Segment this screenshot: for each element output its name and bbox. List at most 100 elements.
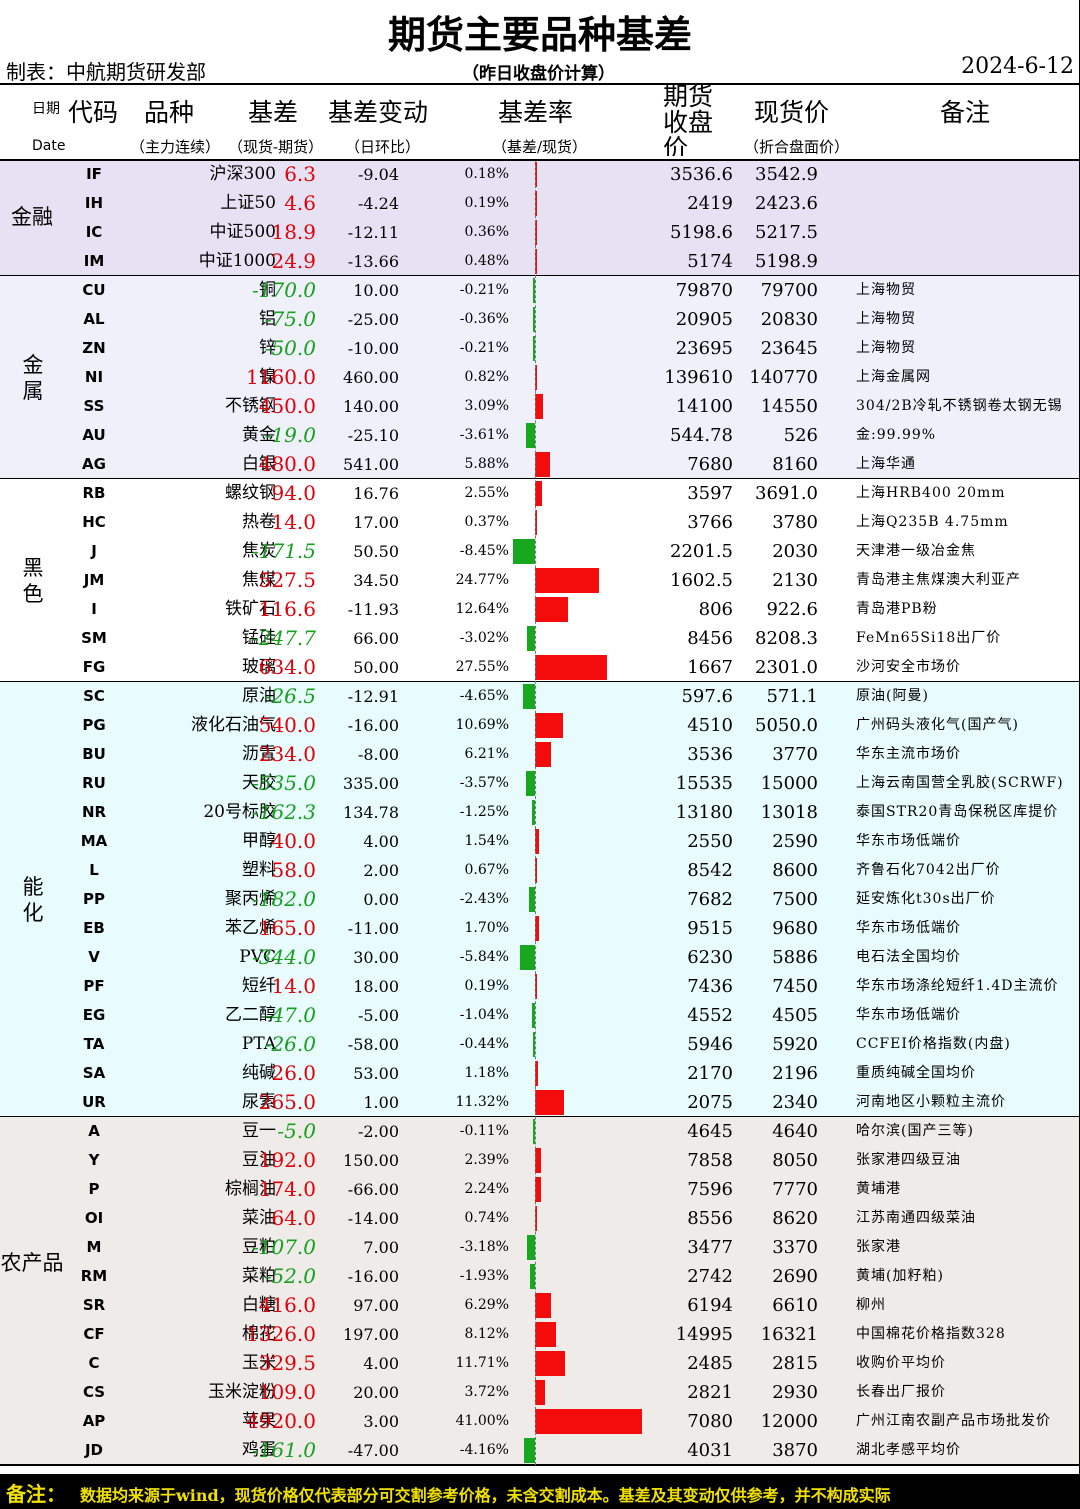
table-row: SS 不锈钢 450.0 140.00 3.09% 14100 14550 304/2B冷轧不… [64, 392, 1080, 421]
cell-futures: 3477 [687, 1237, 733, 1258]
cell-note: 青岛港PB粉 [856, 601, 938, 617]
cell-code: PG [82, 716, 106, 734]
table-row: AP 苹果 4920.0 3.00 41.00% 7080 12000 广州江南农副产品市场批… [64, 1407, 1080, 1436]
cell-change: 17.00 [353, 513, 399, 532]
cell-rate: 0.19% [464, 195, 509, 211]
cell-change: -58.00 [347, 1035, 399, 1054]
cell-spot: 2130 [772, 570, 818, 591]
cell-code: P [88, 1180, 100, 1198]
cell-name: 不锈钢 [225, 396, 276, 416]
cell-spot: 8620 [772, 1208, 818, 1229]
cell-note: 重质纯碱全国均价 [856, 1065, 976, 1081]
cell-rate: -3.18% [459, 1239, 509, 1255]
cell-rate: 5.88% [464, 456, 509, 472]
header-rate-sub: （基差/现货） [492, 138, 588, 156]
cell-rate: -8.45% [459, 543, 509, 559]
cell-note: 上海Q235B 4.75mm [856, 514, 1009, 530]
cell-rate: -1.25% [459, 804, 509, 820]
cell-basis: -19.0 [264, 423, 316, 447]
cell-note: 304/2B冷轧不锈钢卷太钢无锡 [856, 398, 1063, 414]
cell-change: 0.00 [363, 890, 399, 909]
cell-code: OI [84, 1209, 104, 1227]
table-row: CF 棉花 1326.0 197.00 8.12% 14995 16321 中国棉花价格指数3… [64, 1320, 1080, 1349]
cell-rate: 0.37% [464, 514, 509, 530]
cell-rate: -1.04% [459, 1007, 509, 1023]
cell-note: 青岛港主焦煤澳大利亚产 [856, 572, 1021, 588]
cell-futures: 15535 [675, 773, 733, 794]
cell-futures: 14995 [675, 1324, 733, 1345]
cell-note: 金:99.99% [856, 427, 937, 443]
footer-text: 数据均来源于wind，现货价格仅代表部分可交割参考价格，未含交割成本。基差及其变… [80, 1486, 891, 1505]
cell-spot: 140770 [749, 367, 818, 388]
table-row: EB 苯乙烯 165.0 -11.00 1.70% 9515 9680 华东市场低端价 [64, 914, 1080, 943]
cell-basis: -26.0 [264, 1032, 316, 1056]
cell-futures: 4510 [687, 715, 733, 736]
header-date-cn: 日期 [32, 101, 60, 117]
cell-spot: 8600 [772, 860, 818, 881]
cell-note: 柳州 [856, 1297, 886, 1313]
cell-basis: -47.0 [264, 1003, 316, 1027]
cell-rate: 2.55% [464, 485, 509, 501]
cell-code: EG [82, 1006, 106, 1024]
rate-bar [535, 1177, 541, 1202]
cell-code: RM [80, 1267, 108, 1285]
rate-bar [529, 1264, 535, 1289]
rate-bar [535, 974, 537, 999]
cell-name: 铁矿石 [225, 599, 276, 619]
cell-futures: 5946 [687, 1034, 733, 1055]
cell-spot: 20830 [760, 309, 818, 330]
cell-note: 长春出厂报价 [856, 1384, 946, 1400]
cell-name: 20号标胶 [203, 802, 276, 822]
cell-note: 天津港一级冶金焦 [856, 543, 976, 559]
header-name: 品种 [144, 98, 195, 127]
cell-rate: 0.74% [464, 1210, 509, 1226]
cell-spot: 6610 [772, 1295, 818, 1316]
rate-bar [535, 1293, 552, 1318]
cell-rate: 11.32% [455, 1094, 509, 1110]
cell-name: 乙二醇 [225, 1005, 276, 1025]
table-row: EG 乙二醇 -47.0 -5.00 -1.04% 4552 4505 华东市场低端价 [64, 1001, 1080, 1030]
cell-rate: -3.57% [459, 775, 509, 791]
cell-basis: 26.0 [271, 1061, 316, 1085]
cell-spot: 2340 [772, 1092, 818, 1113]
cell-note: 上海物贸 [856, 282, 916, 298]
cell-change: -16.00 [347, 1267, 399, 1286]
table-row: SA 纯碱 26.0 53.00 1.18% 2170 2196 重质纯碱全国均价 [64, 1059, 1080, 1088]
rate-bar [535, 249, 537, 274]
cell-note: 沙河安全市场价 [856, 659, 961, 675]
cell-change: 4.00 [363, 1354, 399, 1373]
cell-change: 97.00 [353, 1296, 399, 1315]
cell-name: 原油 [242, 686, 276, 706]
cell-spot: 7500 [772, 889, 818, 910]
subtitle: （昨日收盘价计算） [462, 64, 615, 84]
table-row: JM 焦煤 527.5 34.50 24.77% 1602.5 2130 青岛港主焦煤澳大利亚… [64, 566, 1080, 595]
cell-change: 150.00 [343, 1151, 399, 1170]
cell-spot: 8050 [772, 1150, 818, 1171]
table-row: IF 沪深300 6.3 -9.04 0.18% 3536.6 3542.9 [64, 160, 1080, 189]
cell-basis: 480.0 [258, 452, 316, 476]
table-row: PF 短纤 14.0 18.00 0.19% 7436 7450 华东市场涤纶短纤1.4D主流… [64, 972, 1080, 1001]
rate-bar [532, 1003, 535, 1028]
zero-axis-line [535, 160, 536, 1465]
group-label: 金属 [22, 352, 44, 403]
rate-bar [535, 916, 540, 941]
cell-basis: 14.0 [271, 974, 316, 998]
cell-spot: 571.1 [766, 686, 818, 707]
cell-change: -13.66 [347, 252, 399, 271]
table-row: P 棕榈油 174.0 -66.00 2.24% 7596 7770 黄埔港 [64, 1175, 1080, 1204]
cell-basis: 109.0 [258, 1380, 316, 1404]
cell-note: 上海物贸 [856, 340, 916, 356]
cell-name: 玻璃 [242, 657, 276, 677]
cell-basis: -26.5 [264, 684, 316, 708]
cell-code: UR [82, 1093, 106, 1111]
cell-code: EB [83, 919, 105, 937]
cell-code: IF [86, 165, 102, 183]
rate-bar [535, 1148, 542, 1173]
cell-futures: 9515 [687, 918, 733, 939]
cell-rate: 1.70% [464, 920, 509, 936]
cell-rate: 0.18% [464, 166, 509, 182]
cell-name: 尿素 [242, 1092, 276, 1112]
cell-futures: 7080 [687, 1411, 733, 1432]
header-change-sub: （日环比） [345, 138, 421, 156]
cell-spot: 3870 [772, 1440, 818, 1461]
